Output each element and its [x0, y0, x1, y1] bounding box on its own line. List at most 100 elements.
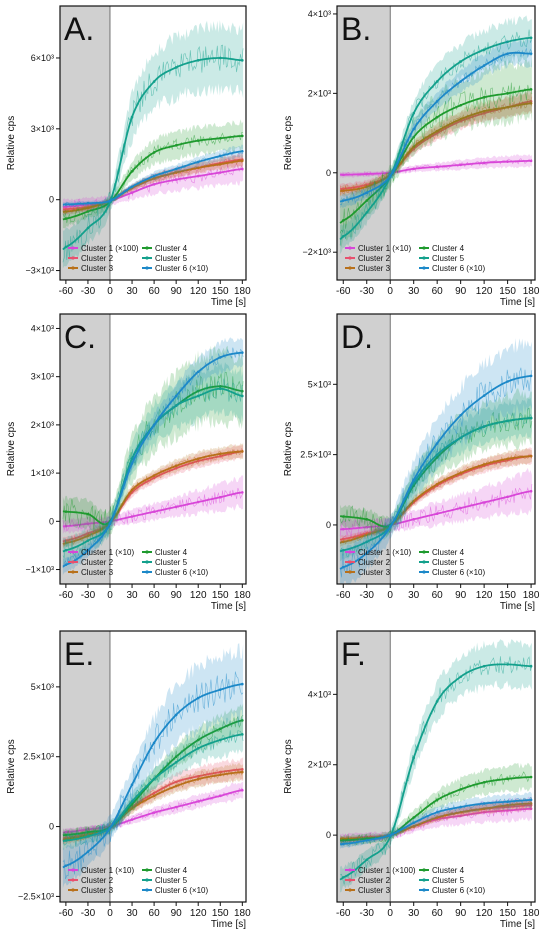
plot-area — [62, 20, 244, 269]
data-point — [435, 700, 439, 703]
x-tick-label: 120 — [476, 908, 493, 919]
x-tick-label: 180 — [234, 286, 251, 297]
data-point — [388, 525, 392, 529]
data-point — [506, 777, 509, 781]
plot-area — [62, 337, 244, 575]
data-point — [459, 436, 462, 440]
data-point — [108, 199, 112, 203]
data-point — [529, 88, 533, 91]
data-point — [482, 501, 486, 504]
legend-entry: Cluster 6 (×10) — [432, 568, 485, 577]
x-tick-label: 90 — [455, 590, 467, 601]
data-point — [482, 664, 486, 668]
data-point — [241, 159, 244, 163]
data-point — [365, 211, 369, 214]
data-point — [86, 539, 90, 542]
legend-entry: Cluster 3 — [81, 886, 114, 895]
data-point — [341, 199, 345, 202]
data-point — [218, 452, 222, 456]
data-point — [459, 506, 462, 510]
data-point — [529, 664, 533, 668]
data-point — [241, 59, 244, 62]
data-point — [365, 551, 369, 555]
data-point — [459, 788, 462, 791]
data-point — [86, 534, 90, 538]
data-point — [506, 495, 509, 499]
data-point — [529, 416, 533, 420]
legend-marker — [71, 868, 75, 872]
data-point — [218, 495, 222, 499]
series-line-cluster-3 — [339, 102, 532, 193]
data-point — [435, 100, 439, 103]
data-point — [130, 488, 134, 492]
data-point — [152, 423, 156, 427]
x-tick-label: 180 — [523, 286, 540, 297]
data-point — [130, 807, 134, 810]
data-point — [529, 454, 533, 458]
panel-frame — [59, 313, 247, 585]
legend-marker — [422, 878, 426, 882]
data-point — [64, 830, 68, 834]
x-tick-label: -60 — [336, 908, 351, 919]
data-point — [529, 489, 533, 493]
stimulus-shading — [60, 314, 110, 584]
legend-marker — [71, 550, 75, 554]
stimulus-shading — [337, 631, 391, 902]
legend-marker — [145, 570, 149, 574]
data-point — [482, 781, 486, 784]
band-cluster-4 — [340, 762, 532, 847]
data-point — [365, 199, 369, 202]
data-point — [459, 810, 462, 814]
x-tick-label: 90 — [171, 286, 183, 297]
legend-marker — [145, 868, 149, 872]
x-tick-label: 90 — [171, 908, 183, 919]
x-tick-label: 60 — [149, 590, 161, 601]
data-point — [435, 80, 439, 83]
x-axis-label: Time [s] — [500, 601, 535, 612]
y-tick-label: 5×10³ — [308, 379, 331, 389]
x-tick-label: 0 — [107, 590, 113, 601]
legend-entry: Cluster 5 — [155, 558, 188, 567]
data-point — [152, 811, 156, 814]
data-point — [506, 457, 509, 461]
x-tick-label: 90 — [455, 286, 467, 297]
data-point — [174, 171, 178, 174]
x-tick-label: 150 — [212, 908, 229, 919]
data-point — [241, 491, 244, 494]
data-point — [174, 464, 178, 468]
data-point — [365, 858, 369, 862]
data-point — [174, 178, 178, 181]
legend-entry: Cluster 5 — [432, 254, 465, 263]
legend-marker — [71, 266, 75, 270]
series-line-cluster-6 — [339, 374, 533, 570]
data-point — [196, 160, 200, 164]
y-tick-label: −3×10³ — [25, 266, 54, 276]
legend-marker — [348, 266, 352, 270]
band-cluster-3 — [62, 762, 244, 845]
data-point — [64, 207, 68, 211]
band-cluster-2 — [340, 447, 532, 544]
data-point — [241, 394, 244, 398]
data-point — [241, 770, 244, 774]
data-point — [529, 159, 533, 163]
data-point — [241, 351, 244, 354]
legend-marker — [71, 246, 75, 250]
data-point — [506, 52, 509, 55]
x-tick-label: 30 — [408, 908, 420, 919]
x-tick-label: 120 — [190, 286, 207, 297]
data-point — [341, 565, 345, 569]
data-point — [341, 515, 345, 518]
legend-marker — [348, 560, 352, 564]
y-tick-label: 0 — [326, 168, 331, 178]
data-point — [506, 92, 509, 95]
trace-cluster-5 — [339, 412, 533, 557]
x-tick-label: -30 — [81, 908, 96, 919]
y-tick-label: 2×10³ — [31, 420, 54, 430]
legend-entry: Cluster 5 — [155, 254, 188, 263]
trace-cluster-4 — [62, 132, 244, 224]
data-point — [86, 206, 90, 210]
data-point — [459, 119, 462, 123]
plot-area — [339, 639, 533, 893]
data-point — [241, 767, 244, 771]
